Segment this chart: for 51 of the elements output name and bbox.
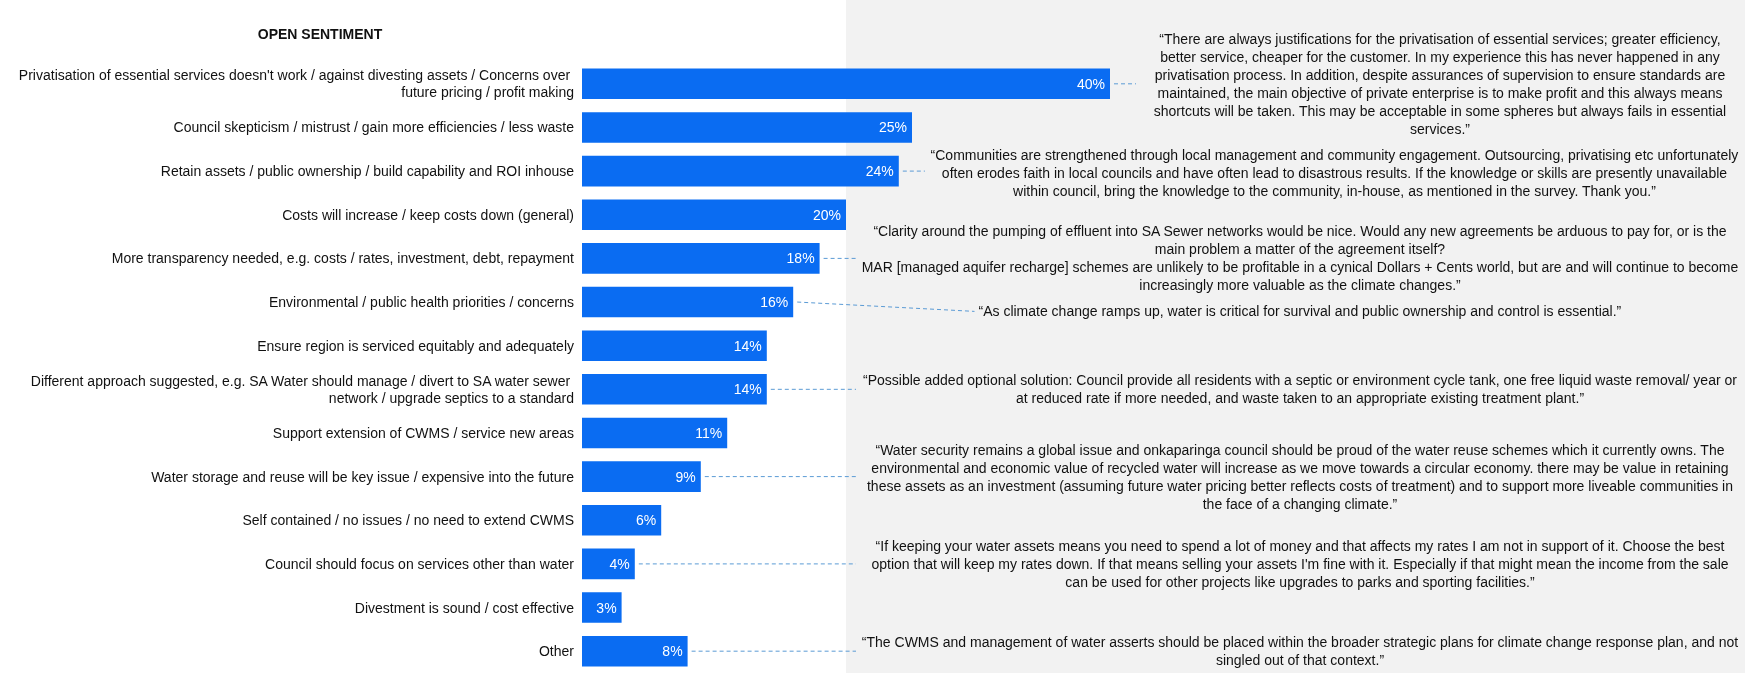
- data-label: 24%: [865, 163, 894, 180]
- data-label: 4%: [609, 555, 630, 572]
- annotation: “If keeping your water assets means you need to spend a lot of money and that affects my rates I am not in support of it. Choose the best option that will keep my rates down. If that means selling your assets I'm fine with it. Especially if that might mean the income from the sale can be used for other projects like upgrades to parks and sporting facilities.”: [870, 536, 1730, 591]
- y-tick-label: More transparency needed, e.g. costs / rates, investment, debt, repayment: [111, 250, 575, 267]
- bar: [582, 155, 899, 187]
- data-label: 6%: [635, 512, 657, 529]
- bar: [582, 417, 728, 449]
- data-label: 14%: [733, 337, 762, 354]
- data-label: 8%: [662, 643, 683, 660]
- bar: [582, 374, 767, 405]
- y-tick-label: Other: [538, 643, 575, 660]
- data-label: 11%: [695, 424, 723, 441]
- data-label: 18%: [786, 250, 815, 267]
- annotation: “As climate change ramps up, water is critical for survival and public ownership and control is essential.”: [978, 302, 1622, 321]
- annotation: “Possible added optional solution: Council provide all residents with a septic or environment cycle tank, one free liquid waste removal/ year or at reduced rate if more needed, and waste taken to an appropriate existing treatment plant.”: [862, 371, 1738, 408]
- annotation: “Water security remains a global issue and onkaparinga council should be proud of the water reuse schemes which it currently owns. The environmental and economic value of recycled water will increase as we move towards a circular economy. there may be value in retaining these assets as an investment (assuming future water pricing better reflects costs of treatment) and to support more liveable communities in the face of a changing climate.”: [865, 440, 1735, 513]
- text: OPEN SENTIMENT: [257, 26, 383, 42]
- bar: [582, 330, 767, 361]
- data-label: 25%: [878, 119, 907, 136]
- bar: [582, 112, 912, 143]
- bar: [582, 548, 635, 580]
- y-tick-label: Environmental / public health priorities / concerns: [268, 294, 574, 311]
- data-label: 16%: [760, 294, 789, 311]
- bar: [582, 592, 622, 623]
- y-tick-label: Self contained / no issues / no need to extend CWMS: [242, 512, 574, 529]
- y-tick-label: Costs will increase / keep costs down (general): [282, 206, 574, 223]
- annotation: “Clarity around the pumping of effluent into SA Sewer networks would be nice. Would any new agreements be arduous to pay for, or is the main problem a matter of the agreement itself? MAR [managed aquifer recharge] schemes are unlikely to be profitable in a cynical Dollars + Cents world, but are and will continue to become increasingly more valuable as the climate changes.”: [860, 222, 1740, 295]
- y-tick-label: Ensure region is serviced equitably and adequately: [257, 337, 574, 354]
- data-label: 20%: [812, 206, 841, 223]
- bar: [582, 635, 688, 667]
- y-tick-label: Privatisation of essential services doesn't work / against divesting assets / Concerns over future pricing / profit making: [18, 67, 574, 101]
- data-label: 40%: [1076, 75, 1105, 92]
- data-label: 14%: [733, 381, 762, 398]
- y-tick-label: Support extension of CWMS / service new areas: [272, 424, 574, 441]
- y-tick-label: Divestment is sound / cost effective: [354, 599, 575, 616]
- bar: [582, 504, 662, 536]
- y-tick-label: Water storage and reuse will be key issue / expensive into the future: [151, 468, 575, 485]
- bar: [582, 199, 846, 231]
- bar: [582, 68, 1110, 100]
- y-tick-label: Retain assets / public ownership / build capability and ROI inhouse: [160, 163, 575, 180]
- annotation: “The CWMS and management of water asserts should be placed within the broader strategic plans for climate change response plan, and not singled out of that context.”: [860, 633, 1740, 670]
- y-tick-label: Different approach suggested, e.g. SA Water should manage / divert to SA water sewer network / upgrade septics to a standard: [30, 372, 574, 406]
- bar: [582, 243, 820, 274]
- annotation: “Communities are strengthened through local management and community engagement. Outsourcing, privatising etc unfortunately often erodes faith in local councils and have often lead to disastrous results. If the knowledge or skills are presently unavailable within council, bring the knowledge to the community, in-house, as mentioned in the survey. Thank you.”: [929, 145, 1740, 200]
- bar: [582, 286, 794, 318]
- y-tick-label: Council should focus on services other than water: [265, 555, 575, 572]
- data-label: 3%: [596, 599, 617, 616]
- bar: [582, 461, 701, 492]
- y-tick-label: Council skepticism / mistrust / gain more efficiencies / less waste: [173, 119, 575, 136]
- data-label: 9%: [675, 468, 696, 485]
- annotation: “There are always justifications for the privatisation of essential services; greater efficiency, better service, cheaper for the customer. In my experience this has never happened in any privatisation process. In addition, despite assurances of supervision to ensure standards are maintained, the main objective of private enterprise is to make profit and this always means shortcuts will be taken. This may be acceptable in some spheres but always fails in essential services.”: [1152, 29, 1728, 138]
